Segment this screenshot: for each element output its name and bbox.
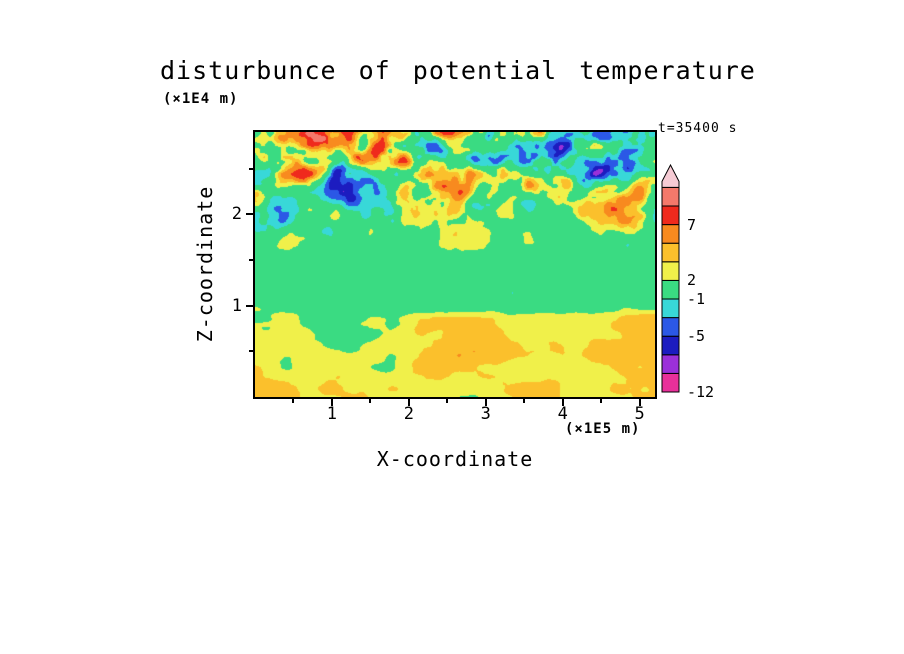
x-major-tick (484, 399, 487, 406)
x-tick-label: 2 (403, 404, 414, 424)
z-minor-tick (249, 258, 253, 261)
colorbar-segment (661, 279, 680, 300)
colorbar-segment (661, 372, 680, 393)
colorbar-label: 7 (687, 215, 697, 234)
x-tick-label: 4 (557, 404, 568, 424)
time-label: t=35400 s (658, 121, 738, 136)
z-minor-tick (249, 167, 253, 170)
colorbar-segment (661, 354, 680, 374)
colorbar-segment (661, 224, 680, 244)
colorbar-segment (661, 205, 680, 226)
z-axis-unit: (×1E4 m) (163, 91, 239, 107)
x-tick-label: 1 (326, 404, 338, 424)
colorbar-label: -5 (687, 327, 706, 346)
z-axis-label: Z-coordinate (193, 185, 217, 343)
x-minor-tick (292, 399, 295, 403)
x-axis-unit: (×1E5 m) (565, 421, 641, 437)
colorbar-label: -12 (687, 383, 715, 401)
colorbar-label: 2 (687, 271, 697, 290)
colorbar-arrow-tip (661, 164, 680, 188)
x-major-tick (561, 399, 564, 406)
x-major-tick (638, 399, 641, 406)
colorbar (661, 164, 680, 393)
colorbar-segment (661, 261, 680, 281)
x-major-tick (407, 399, 410, 406)
colorbar-segment (661, 242, 680, 263)
colorbar-segment (661, 317, 680, 337)
x-minor-tick (523, 399, 526, 403)
z-minor-tick (249, 350, 253, 353)
x-minor-tick (369, 399, 372, 403)
x-tick-label: 5 (634, 404, 645, 424)
x-major-tick (330, 399, 333, 406)
contour-field-canvas (255, 132, 655, 397)
x-tick-label: 3 (480, 404, 491, 424)
colorbar-segment (661, 298, 680, 319)
x-axis-label: X-coordinate (376, 447, 534, 471)
z-major-tick (246, 304, 253, 307)
z-tick-label: 2 (231, 204, 242, 225)
z-major-tick (246, 213, 253, 216)
plot-area (253, 130, 657, 399)
x-minor-tick (600, 399, 603, 403)
colorbar-label: -1 (687, 290, 706, 308)
x-minor-tick (446, 399, 449, 403)
colorbar-segment (661, 186, 680, 207)
z-tick-label: 1 (231, 295, 242, 316)
chart-title: disturbunce of potential temperature (160, 56, 756, 85)
colorbar-segment (661, 335, 680, 356)
